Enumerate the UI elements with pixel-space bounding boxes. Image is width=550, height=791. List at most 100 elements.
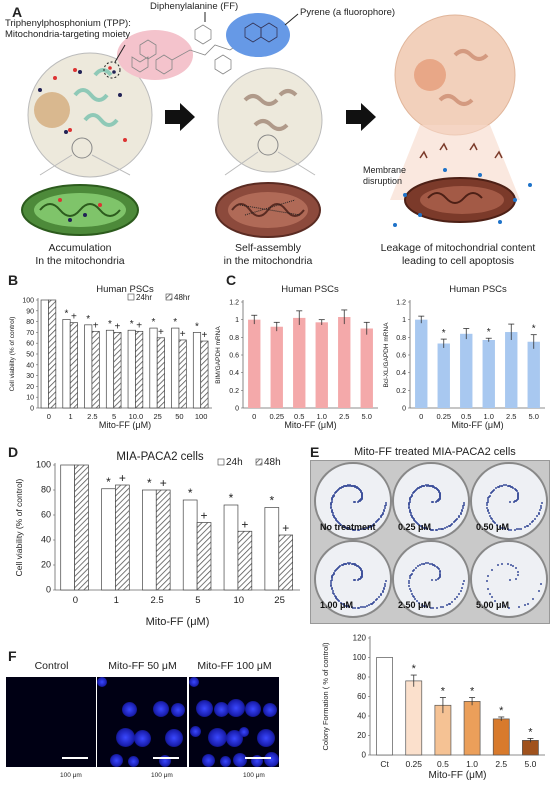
D-bar-24h bbox=[142, 489, 157, 591]
E-xtick-label: 0.25 bbox=[405, 759, 422, 769]
D-bar-24h bbox=[223, 504, 239, 591]
cell-accumulation bbox=[21, 52, 153, 236]
E-xtick-label: 0.5 bbox=[437, 759, 449, 769]
E-significance-marker: * bbox=[441, 685, 446, 697]
micrograph-title: Mito-FF 50 μM bbox=[108, 660, 177, 672]
D-bar-24h bbox=[60, 464, 75, 591]
B-ytick-label: 0 bbox=[30, 406, 34, 413]
C1-bar bbox=[270, 326, 283, 408]
D-y-axis-label: Cell viability (% of control) bbox=[14, 478, 24, 576]
B-significance-marker: * bbox=[108, 319, 112, 330]
E-bar bbox=[463, 701, 481, 756]
B-ytick-label: 30 bbox=[26, 373, 34, 380]
step1-caption: Accumulation In the mitochondria bbox=[20, 242, 140, 268]
well-label: 2.50 μM bbox=[398, 600, 432, 610]
D-ytick-label: 40 bbox=[41, 535, 51, 545]
B-significance-marker: * bbox=[173, 317, 177, 328]
panel-c-letter: C bbox=[226, 272, 237, 288]
E-ytick-label: 40 bbox=[357, 712, 366, 721]
C1-ytick-label: 1 bbox=[235, 317, 239, 324]
B-ytick-label: 70 bbox=[26, 330, 34, 337]
B-significance-marker: * bbox=[152, 317, 156, 328]
D-significance-marker: + bbox=[119, 471, 126, 485]
B-significance-marker: * bbox=[130, 319, 134, 330]
panel-d-letter: D bbox=[8, 444, 19, 460]
B-bar-48hr bbox=[178, 339, 187, 409]
scale-bar-label: 100 μm bbox=[151, 772, 173, 779]
C1-x-axis-label: Mito-FF (μM) bbox=[284, 420, 336, 430]
plates-title: Mito-FF treated MIA-PACA2 cells bbox=[354, 446, 516, 458]
B-bar-48hr bbox=[135, 330, 144, 409]
E-xtick-label: 2.5 bbox=[495, 759, 507, 769]
D-bar-48h bbox=[278, 534, 293, 591]
B-xtick-label: 100 bbox=[195, 412, 208, 421]
C1-bar bbox=[248, 319, 261, 408]
D-xtick-label: 0 bbox=[73, 595, 78, 606]
C2-significance-marker: * bbox=[487, 327, 491, 338]
C2-xtick-label: 0.5 bbox=[461, 412, 471, 421]
B-bar-24hr bbox=[171, 327, 180, 409]
B-significance-marker: + bbox=[180, 329, 186, 340]
C2-y-axis-label: Bcl-XL/GAPDH mRNA bbox=[383, 322, 390, 388]
B-ytick-label: 50 bbox=[26, 352, 34, 359]
D-significance-marker: * bbox=[106, 475, 111, 489]
E-xtick-label: Ct bbox=[380, 759, 389, 769]
B-legend-label: 48hr bbox=[174, 293, 190, 302]
D-significance-marker: * bbox=[147, 476, 152, 490]
B-ytick-label: 80 bbox=[26, 319, 34, 326]
D-xtick-label: 1 bbox=[114, 595, 119, 606]
E-ytick-label: 60 bbox=[357, 692, 366, 701]
E-ytick-label: 100 bbox=[353, 653, 367, 662]
B-xtick-label: 0 bbox=[47, 412, 51, 421]
B-bar-24hr bbox=[40, 299, 49, 409]
C1-ytick-label: 0.4 bbox=[229, 370, 239, 377]
step1-caption-line1: Accumulation bbox=[48, 242, 112, 254]
pyrene-highlight bbox=[226, 13, 290, 57]
step2-caption-line1: Self-assembly bbox=[235, 242, 301, 254]
E-significance-marker: * bbox=[412, 663, 417, 675]
B-xtick-label: 2.5 bbox=[87, 412, 97, 421]
C2-xtick-label: 5.0 bbox=[529, 412, 539, 421]
D-chart-title: MIA-PACA2 cells bbox=[116, 451, 204, 463]
B-xtick-label: 50 bbox=[175, 412, 183, 421]
membrane-label: Membrane disruption bbox=[363, 165, 406, 187]
D-significance-marker: + bbox=[282, 521, 289, 535]
micrograph-title: Control bbox=[34, 660, 69, 672]
C2-xtick-label: 0 bbox=[419, 412, 423, 421]
C1-chart-title: Human PSCs bbox=[281, 284, 339, 295]
B-ytick-label: 40 bbox=[26, 362, 34, 369]
D-bar-24h bbox=[182, 499, 198, 591]
B-significance-marker: * bbox=[195, 321, 199, 332]
B-ytick-label: 20 bbox=[26, 384, 34, 391]
C1-xtick-label: 1.0 bbox=[317, 412, 327, 421]
scale-bar-label: 100 μm bbox=[60, 772, 82, 779]
D-ytick-label: 100 bbox=[36, 460, 51, 470]
C1-ytick-label: 1.2 bbox=[229, 300, 239, 307]
well-label: No treatment bbox=[320, 522, 376, 532]
C2-ytick-label: 0.2 bbox=[396, 388, 406, 395]
step3-caption: Leakage of mitochondrial content leading… bbox=[370, 242, 546, 268]
B-significance-marker: + bbox=[93, 320, 99, 331]
C1-xtick-label: 0.25 bbox=[269, 412, 284, 421]
D-xtick-label: 25 bbox=[274, 595, 285, 606]
B-chart-title: Human PSCs bbox=[96, 284, 154, 295]
D-ytick-label: 80 bbox=[41, 485, 51, 495]
B-x-axis-label: Mito-FF (μM) bbox=[99, 420, 151, 430]
tpp-label-line1: Triphenylphosphonium (TPP): bbox=[5, 18, 131, 29]
E-xtick-label: 1.0 bbox=[466, 759, 478, 769]
panel-f-letter: F bbox=[8, 648, 17, 664]
C2-ytick-label: 0.6 bbox=[396, 353, 406, 360]
C2-bar bbox=[460, 333, 473, 408]
D-bar-24h bbox=[264, 507, 280, 591]
E-bar bbox=[376, 657, 393, 756]
D-significance-marker: + bbox=[160, 476, 167, 490]
C2-ytick-label: 0.8 bbox=[396, 335, 406, 342]
well-label: 0.25 μM bbox=[398, 522, 432, 532]
culture-well bbox=[392, 462, 470, 540]
D-significance-marker: + bbox=[201, 509, 208, 523]
B-ytick-label: 60 bbox=[26, 341, 34, 348]
E-significance-marker: * bbox=[470, 685, 475, 697]
C2-xtick-label: 0.25 bbox=[436, 412, 451, 421]
C2-bar bbox=[527, 341, 540, 408]
scale-bar bbox=[153, 757, 179, 759]
